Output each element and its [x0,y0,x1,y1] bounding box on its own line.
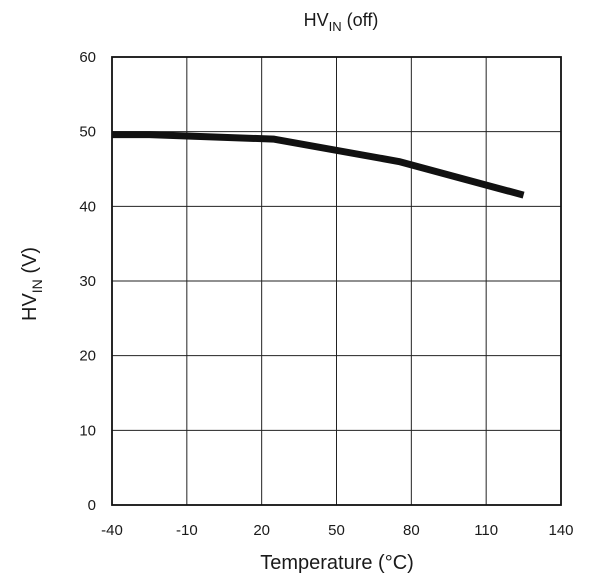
x-tick-label: 20 [253,522,270,539]
grid [112,57,561,505]
x-tick-label: 80 [403,522,420,539]
y-tick-label: 50 [79,124,96,141]
series-layer [112,131,525,199]
chart-title-sub: IN [329,19,342,34]
y-tick-label: 20 [79,348,96,365]
y-tick-label: 10 [79,422,96,439]
x-tick-labels: -40 -10 20 50 80 110 140 [101,522,573,539]
x-tick-label: 140 [548,522,573,539]
x-tick-label: -40 [101,522,123,539]
y-tick-label: 40 [79,198,96,215]
chart-title-suffix: (off) [342,10,379,30]
y-tick-labels: 0 10 20 30 40 50 60 [79,49,96,514]
y-axis-label-main: HV [19,293,41,321]
chart-title: HVIN (off) [304,10,379,34]
y-tick-label: 30 [79,273,96,290]
plot-frame [111,56,562,506]
y-axis-label-suffix: (V) [19,247,41,279]
x-tick-label: 50 [328,522,345,539]
x-tick-label: -10 [176,522,198,539]
chart-title-main: HV [304,10,329,30]
x-axis-label: Temperature (°C) [260,552,414,574]
series-line [112,131,525,199]
y-tick-label: 60 [79,49,96,66]
y-axis-label: HVIN (V) [19,247,45,321]
y-tick-label: 0 [88,497,96,514]
y-axis-label-sub: IN [29,279,45,293]
x-tick-label: 110 [474,522,498,539]
